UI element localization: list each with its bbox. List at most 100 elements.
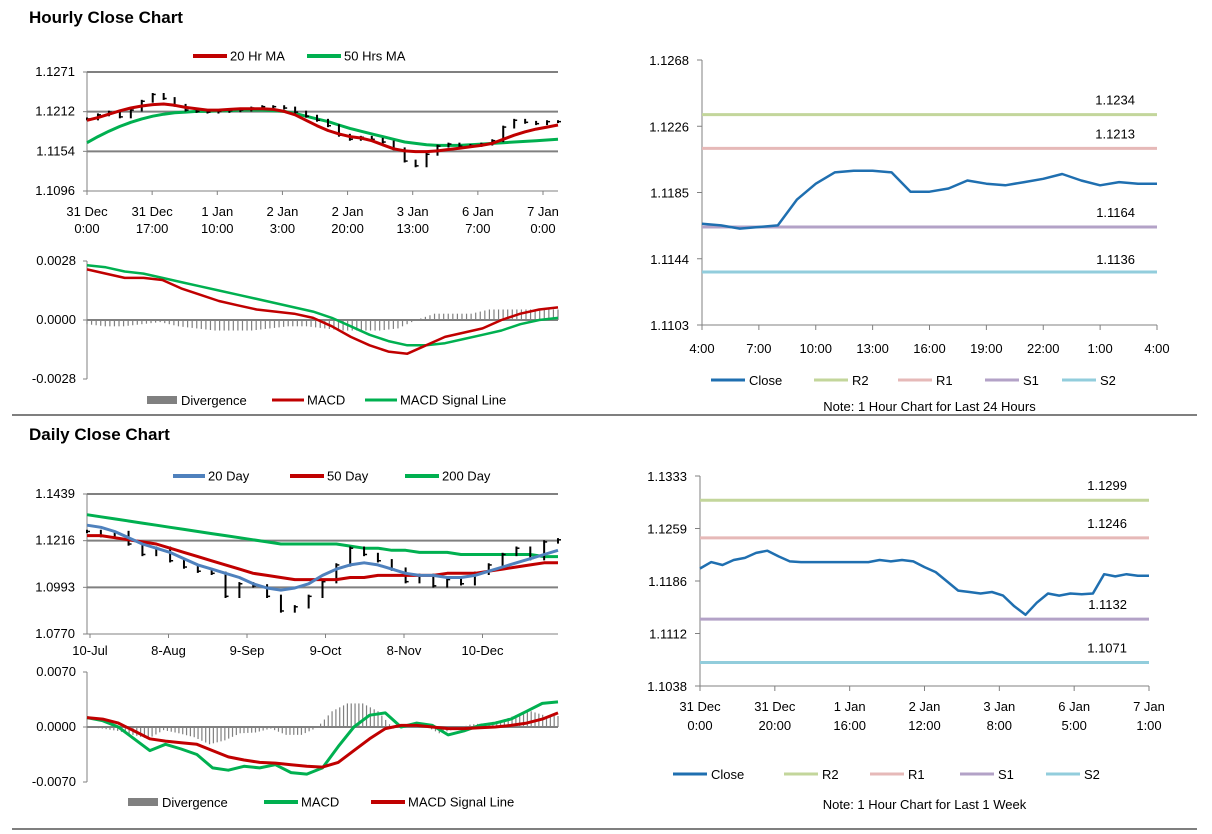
x-tick-label: 4:00	[1144, 341, 1169, 356]
x-tick-label: 2 Jan	[909, 699, 941, 714]
y-tick-label: 1.1144	[650, 252, 689, 267]
legend-20hr-ma-label: 20 Hr MA	[230, 49, 285, 64]
y-tick-label: 1.1186	[648, 574, 687, 589]
legend-20-day-label: 20 Day	[208, 469, 250, 484]
x-tick-label: 1 Jan	[834, 699, 866, 714]
legend-macd-signal-label: MACD Signal Line	[400, 393, 506, 408]
level-label-r1: 1.1246	[1087, 516, 1127, 531]
x-tick-label: 13:00	[856, 341, 889, 356]
y-tick-label: 0.0070	[36, 664, 76, 679]
y-tick-label: 1.1212	[35, 104, 75, 119]
y-tick-label: 1.1103	[650, 318, 689, 333]
y-tick-label: 0.0028	[36, 253, 76, 268]
y-tick-label: 1.0993	[35, 579, 75, 594]
x-tick-label: 1:00	[1136, 718, 1161, 733]
y-tick-label: 1.1112	[649, 627, 687, 642]
y-tick-label: 1.1226	[649, 119, 689, 134]
x-tick-label: 2 Jan	[332, 204, 364, 219]
x-tick-label: 31 Dec	[132, 204, 174, 219]
x-tick-label: 12:00	[908, 718, 941, 733]
y-tick-label: -0.0028	[32, 371, 76, 386]
y-tick-label: 1.1271	[35, 64, 75, 79]
x-tick-label: 3 Jan	[397, 204, 429, 219]
x-tick-label: 22:00	[1027, 341, 1060, 356]
legend-divergence-label: Divergence	[181, 393, 247, 408]
x-tick-label: 9-Sep	[230, 643, 265, 658]
y-tick-label: 1.1439	[35, 486, 75, 501]
chart-note: Note: 1 Hour Chart for Last 1 Week	[823, 797, 1027, 812]
legend-50-day-label: 50 Day	[327, 469, 369, 484]
y-tick-label: 1.1096	[35, 183, 75, 198]
level-label-s2: 1.1136	[1096, 252, 1135, 267]
legend-close-label: Close	[711, 767, 744, 782]
chart-note: Note: 1 Hour Chart for Last 24 Hours	[823, 399, 1036, 414]
series-close	[701, 169, 1157, 230]
y-tick-label: 1.1268	[649, 53, 689, 68]
series-macd	[86, 700, 559, 776]
x-tick-label: 6 Jan	[462, 204, 494, 219]
level-label-r1: 1.1213	[1095, 126, 1135, 141]
x-tick-label: 16:00	[833, 718, 866, 733]
daily-section-title: Daily Close Chart	[29, 425, 170, 444]
y-tick-label: 0.0000	[36, 719, 76, 734]
y-tick-label: 1.0770	[35, 626, 75, 641]
bottom-divider	[12, 828, 1197, 830]
x-tick-label: 10-Dec	[462, 643, 504, 658]
x-tick-label: 31 Dec	[66, 204, 108, 219]
y-tick-label: 1.1038	[647, 679, 687, 694]
x-tick-label: 4:00	[689, 341, 714, 356]
x-tick-label: 7 Jan	[527, 204, 559, 219]
x-tick-label: 7 Jan	[1133, 699, 1165, 714]
x-tick-label: 10:00	[201, 221, 234, 236]
legend-s2-label: S2	[1100, 373, 1116, 388]
legend-s1-label: S1	[998, 767, 1014, 782]
level-label-s1: 1.1164	[1096, 205, 1135, 220]
x-tick-label: 5:00	[1062, 718, 1087, 733]
y-tick-label: 1.1259	[647, 522, 687, 537]
x-tick-label: 0:00	[530, 221, 555, 236]
legend-r1-label: R1	[936, 373, 953, 388]
y-tick-label: -0.0070	[32, 774, 76, 789]
x-tick-label: 17:00	[136, 221, 169, 236]
x-tick-label: 2 Jan	[267, 204, 299, 219]
y-tick-label: 1.1333	[647, 469, 687, 484]
legend-divergence-swatch	[128, 798, 158, 806]
series-200-day	[86, 513, 558, 559]
series-20-day	[86, 523, 559, 592]
legend-200-day-label: 200 Day	[442, 469, 491, 484]
series-close	[699, 549, 1149, 617]
hourly-section-title: Hourly Close Chart	[29, 8, 183, 27]
x-tick-label: 6 Jan	[1058, 699, 1090, 714]
y-tick-label: 1.1185	[650, 186, 689, 201]
legend-s1-label: S1	[1023, 373, 1039, 388]
legend-r1-label: R1	[908, 767, 925, 782]
x-tick-label: 13:00	[396, 221, 429, 236]
x-tick-label: 1:00	[1087, 341, 1112, 356]
y-tick-label: 0.0000	[36, 312, 76, 327]
x-tick-label: 3:00	[270, 221, 295, 236]
legend-50hrs-ma-label: 50 Hrs MA	[344, 49, 406, 64]
x-tick-label: 20:00	[331, 221, 364, 236]
x-tick-label: 19:00	[970, 341, 1003, 356]
x-tick-label: 8-Aug	[151, 643, 186, 658]
level-label-r2: 1.1234	[1095, 93, 1135, 108]
legend-macd-label: MACD	[307, 393, 345, 408]
y-tick-label: 1.1154	[36, 143, 75, 158]
x-tick-label: 0:00	[687, 718, 712, 733]
x-tick-label: 7:00	[465, 221, 490, 236]
legend-macd-signal-label: MACD Signal Line	[408, 795, 514, 810]
x-tick-label: 3 Jan	[983, 699, 1015, 714]
x-tick-label: 8-Nov	[387, 643, 422, 658]
x-tick-label: 10:00	[799, 341, 832, 356]
legend-macd-label: MACD	[301, 795, 339, 810]
legend-close-label: Close	[749, 373, 782, 388]
legend-r2-label: R2	[852, 373, 869, 388]
legend-s2-label: S2	[1084, 767, 1100, 782]
x-tick-label: 31 Dec	[754, 699, 796, 714]
x-tick-label: 7:00	[746, 341, 771, 356]
level-label-s1: 1.1132	[1088, 597, 1127, 612]
x-tick-label: 0:00	[74, 221, 99, 236]
series-macd	[86, 268, 559, 355]
y-tick-label: 1.1216	[35, 533, 75, 548]
